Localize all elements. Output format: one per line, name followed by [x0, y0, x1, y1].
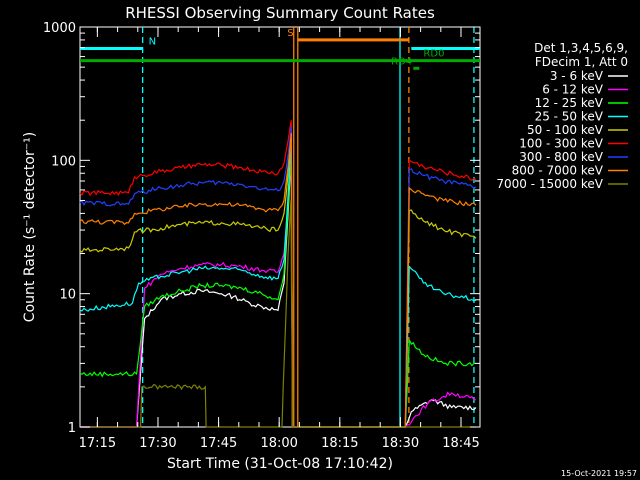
x-tick-label-18-30: 18:30 — [382, 436, 419, 451]
flag-bars: N S RD0 RD4 — [80, 28, 480, 70]
series-line-7000-15000-kev — [80, 200, 476, 428]
legend-label-6-12-kev: 6 - 12 keV — [542, 83, 604, 97]
chart-title: RHESSI Observing Summary Count Rates — [125, 4, 435, 22]
legend-label-800-7000-kev: 800 - 7000 keV — [512, 164, 604, 178]
flag-label-rd4: RD4 — [391, 56, 412, 67]
series-line-300-800-kev — [79, 126, 477, 428]
x-tick-label-17-45: 17:45 — [200, 436, 237, 451]
y-tick-label-100: 100 — [51, 154, 76, 169]
legend-label-50-100-kev: 50 - 100 keV — [527, 123, 604, 137]
x-tick-label-18-00: 18:00 — [260, 436, 297, 451]
series-line-12-25-kev — [79, 145, 476, 428]
legend-label-25-50-kev: 25 - 50 keV — [535, 110, 604, 124]
series-line-50-100-kev — [79, 129, 477, 428]
x-tick-label-18-15: 18:15 — [321, 436, 358, 451]
legend: Det 1,3,4,5,6,9, FDecim 1, Att 0 3 - 6 k… — [496, 41, 628, 191]
legend-label-7000-15000-kev: 7000 - 15000 keV — [496, 177, 603, 191]
flag-label-s: S — [287, 28, 293, 39]
x-tick-label-18-45: 18:45 — [442, 436, 479, 451]
legend-label-100-300-kev: 100 - 300 keV — [519, 137, 603, 151]
series-line-25-50-kev — [79, 136, 477, 428]
x-axis-ticks: 17:15 17:30 17:45 18:00 18:15 18:30 18:45 — [79, 27, 480, 451]
flag-label-n: N — [149, 36, 156, 47]
x-tick-label-17-30: 17:30 — [139, 436, 176, 451]
legend-header-line-1: Det 1,3,4,5,6,9, — [534, 41, 628, 55]
series-line-800-7000-kev — [79, 133, 477, 428]
series-line-6-12-kev — [80, 140, 477, 428]
footer-date: 15-Oct-2021 19:57 — [561, 469, 637, 478]
y-axis-label: Count Rate (s⁻¹ detector⁻¹) — [22, 132, 38, 322]
series-line-3-6-kev — [80, 149, 477, 428]
x-tick-label-17-15: 17:15 — [79, 436, 116, 451]
x-axis-label: Start Time (31-Oct-08 17:10:42) — [167, 456, 393, 472]
legend-label-12-25-kev: 12 - 25 keV — [535, 96, 604, 110]
vertical-markers — [141, 27, 475, 427]
legend-header-line-2: FDecim 1, Att 0 — [535, 55, 628, 69]
legend-label-3-6-kev: 3 - 6 keV — [550, 69, 604, 83]
y-axis-ticks: 1 10 100 1000 — [43, 21, 480, 436]
y-tick-label-1000: 1000 — [43, 21, 76, 36]
y-tick-label-1: 1 — [68, 421, 76, 436]
flag-label-rd0: RD0 — [423, 49, 444, 60]
y-tick-label-10: 10 — [59, 288, 76, 303]
series-line-100-300-kev — [79, 120, 477, 428]
series-lines — [79, 120, 477, 428]
legend-label-300-800-kev: 300 - 800 keV — [519, 150, 603, 164]
